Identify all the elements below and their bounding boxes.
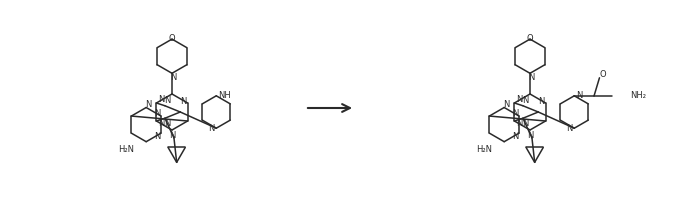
Text: N: N — [528, 73, 534, 82]
Text: N: N — [538, 97, 544, 106]
Text: H₂N: H₂N — [118, 145, 134, 154]
Text: H₂N: H₂N — [476, 145, 492, 154]
Text: N: N — [164, 119, 170, 128]
Text: N: N — [512, 109, 518, 118]
Text: N: N — [169, 130, 175, 140]
Text: N: N — [512, 132, 518, 141]
Text: NH: NH — [218, 91, 230, 100]
Text: NH₂: NH₂ — [630, 91, 646, 100]
Text: N: N — [522, 96, 528, 105]
Text: N: N — [170, 73, 176, 82]
Text: N: N — [158, 119, 165, 129]
Text: N: N — [154, 132, 160, 141]
Text: N: N — [503, 100, 510, 109]
Text: N: N — [154, 109, 160, 118]
Text: N: N — [566, 124, 572, 133]
Text: N: N — [145, 100, 151, 109]
Text: O: O — [527, 34, 533, 43]
Text: N: N — [158, 95, 165, 105]
Text: O: O — [599, 70, 606, 79]
Text: N: N — [517, 119, 523, 129]
Text: N: N — [522, 119, 528, 128]
Text: N: N — [527, 130, 533, 140]
Text: N: N — [164, 96, 170, 105]
Text: N: N — [180, 97, 187, 106]
Text: O: O — [169, 34, 175, 43]
Text: N: N — [576, 91, 582, 100]
Text: N: N — [517, 95, 523, 105]
Text: N: N — [208, 124, 214, 133]
